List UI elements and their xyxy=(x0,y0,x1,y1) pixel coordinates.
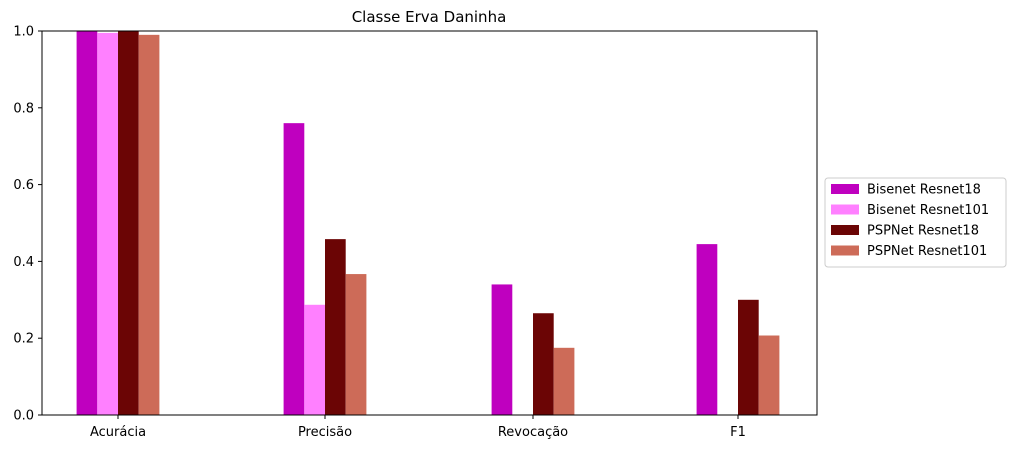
y-tick-label: 1.0 xyxy=(13,25,34,40)
plot-frame xyxy=(41,30,818,416)
legend-label: Bisenet Resnet18 xyxy=(867,183,981,198)
x-tick-label: Revocação xyxy=(498,425,568,440)
plot-area: 0.0 0.2 0.4 0.6 0.8 1.0 Acurácia Precisão Revoca… xyxy=(13,25,818,440)
legend-swatch xyxy=(831,245,859,256)
bar-pspnet-resnet101-3 xyxy=(758,335,780,415)
legend: Bisenet Resnet18 Bisenet Resnet101 PSPNet … xyxy=(824,177,1007,268)
bar-bisenet-resnet18-1 xyxy=(283,123,305,415)
legend-label: Bisenet Resnet101 xyxy=(867,203,989,218)
y-tick-label: 0.0 xyxy=(13,409,34,424)
legend-label: PSPNet Resnet101 xyxy=(867,244,987,259)
y-tick-label: 0.8 xyxy=(13,101,34,116)
bar-pspnet-resnet18-3 xyxy=(738,299,759,415)
bar-bisenet-resnet18-3 xyxy=(696,244,718,415)
legend-swatch xyxy=(831,225,859,235)
x-tick-label: Precisão xyxy=(298,425,352,440)
bar-bisenet-resnet18-0 xyxy=(76,31,98,415)
bar-bisenet-resnet101-1 xyxy=(304,304,325,415)
y-tick-label: 0.6 xyxy=(13,178,34,193)
bar-pspnet-resnet101-1 xyxy=(345,274,367,415)
legend-swatch xyxy=(831,204,859,215)
y-tick-label: 0.2 xyxy=(13,332,34,347)
legend-swatch xyxy=(831,184,859,194)
bar-pspnet-resnet18-2 xyxy=(533,313,554,415)
x-tick-label: F1 xyxy=(730,425,746,440)
bar-pspnet-resnet101-2 xyxy=(553,347,575,415)
chart-title: Classe Erva Daninha xyxy=(352,8,507,26)
legend-box xyxy=(824,177,1007,268)
bar-pspnet-resnet18-0 xyxy=(118,31,139,415)
legend-label: PSPNet Resnet18 xyxy=(867,224,979,239)
bar-pspnet-resnet101-0 xyxy=(138,34,160,416)
bar-bisenet-resnet18-2 xyxy=(491,284,513,415)
bar-bisenet-resnet101-0 xyxy=(97,32,118,416)
bar-pspnet-resnet18-1 xyxy=(325,239,346,415)
y-tick-label: 0.4 xyxy=(13,255,34,270)
x-tick-label: Acurácia xyxy=(90,425,146,440)
